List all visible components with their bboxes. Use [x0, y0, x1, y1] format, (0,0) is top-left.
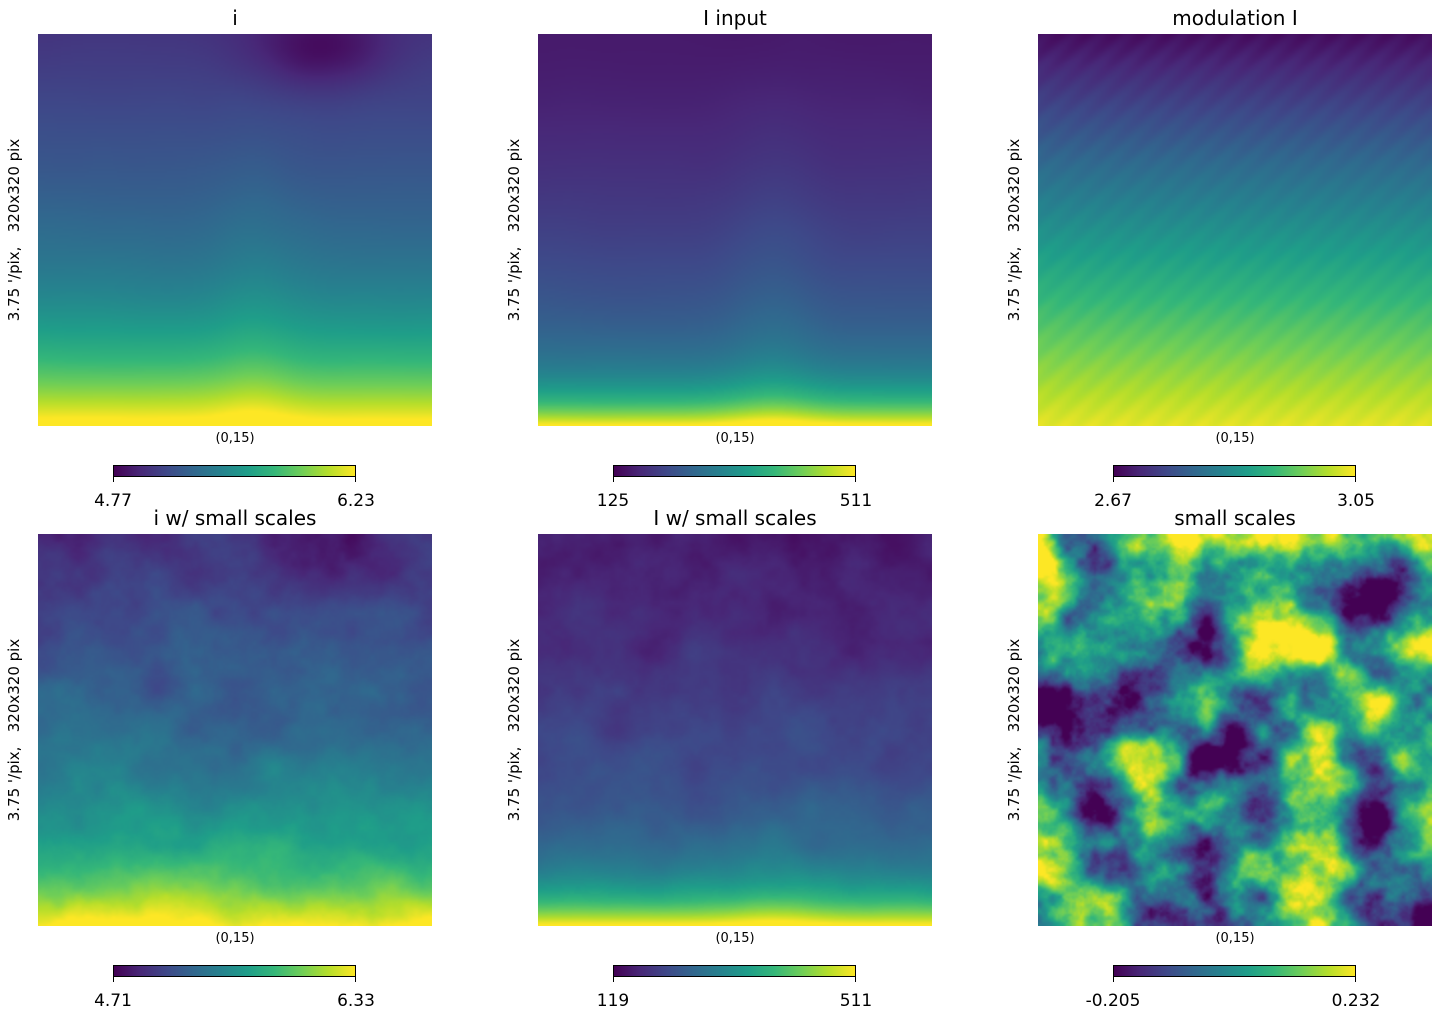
- heatmap-i-small-scales: [38, 534, 432, 926]
- x-axis-label: (0,15): [715, 431, 755, 446]
- colorbar-max-label: 0.232: [1331, 991, 1381, 1011]
- x-axis-label: (0,15): [715, 931, 755, 946]
- colorbar-min-label: 119: [596, 991, 630, 1011]
- colorbar-tick-min: [613, 977, 614, 982]
- heatmap-modulation-I: [1038, 34, 1432, 426]
- colorbar-tick-min: [1113, 477, 1114, 482]
- panel-i-small-scales: i w/ small scales 3.75 '/pix, 320x320 pi…: [0, 500, 470, 1011]
- heatmap-i: [38, 34, 432, 426]
- colorbar-min-label: 4.77: [94, 491, 132, 511]
- x-axis-label: (0,15): [1215, 931, 1255, 946]
- colorbar-tick-max: [1355, 477, 1356, 482]
- colorbar-tick-max: [355, 477, 356, 482]
- panel-title: i: [232, 6, 238, 30]
- colorbar-min-label: 2.67: [1094, 491, 1132, 511]
- colorbar-max-label: 6.33: [337, 991, 375, 1011]
- panel-i: i 3.75 '/pix, 320x320 pix (0,15) 4.77 6.…: [0, 0, 470, 511]
- colorbar-tick-min: [1113, 977, 1114, 982]
- colorbar-tick-max: [855, 477, 856, 482]
- heatmap-I-input: [538, 34, 932, 426]
- panel-title: I input: [703, 6, 767, 30]
- colorbar: [113, 965, 356, 977]
- panel-I-input: I input 3.75 '/pix, 320x320 pix (0,15) 1…: [500, 0, 970, 511]
- panel-title: i w/ small scales: [153, 506, 317, 530]
- panel-title: modulation I: [1172, 6, 1298, 30]
- colorbar-tick-max: [1355, 977, 1356, 982]
- colorbar-max-label: 511: [839, 991, 873, 1011]
- colorbar-tick-min: [113, 477, 114, 482]
- colorbar-min-label: 4.71: [94, 991, 132, 1011]
- colorbar-max-label: 6.23: [337, 491, 375, 511]
- colorbar: [613, 465, 856, 477]
- heatmap-small-scales: [1038, 534, 1432, 926]
- panel-modulation-I: modulation I 3.75 '/pix, 320x320 pix (0,…: [1000, 0, 1441, 511]
- colorbar: [613, 965, 856, 977]
- x-axis-label: (0,15): [1215, 431, 1255, 446]
- heatmap-I-small-scales: [538, 534, 932, 926]
- colorbar: [113, 465, 356, 477]
- colorbar-max-label: 3.05: [1337, 491, 1375, 511]
- colorbar-tick-max: [355, 977, 356, 982]
- colorbar-min-label: -0.205: [1085, 991, 1141, 1011]
- panel-title: small scales: [1174, 506, 1296, 530]
- colorbar: [1113, 965, 1356, 977]
- colorbar-tick-min: [113, 977, 114, 982]
- colorbar-max-label: 511: [839, 491, 873, 511]
- panel-title: I w/ small scales: [653, 506, 817, 530]
- panel-small-scales: small scales 3.75 '/pix, 320x320 pix (0,…: [1000, 500, 1441, 1011]
- colorbar-min-label: 125: [596, 491, 630, 511]
- x-axis-label: (0,15): [215, 931, 255, 946]
- colorbar-tick-max: [855, 977, 856, 982]
- colorbar-tick-min: [613, 477, 614, 482]
- x-axis-label: (0,15): [215, 431, 255, 446]
- colorbar: [1113, 465, 1356, 477]
- panel-I-small-scales: I w/ small scales 3.75 '/pix, 320x320 pi…: [500, 500, 970, 1011]
